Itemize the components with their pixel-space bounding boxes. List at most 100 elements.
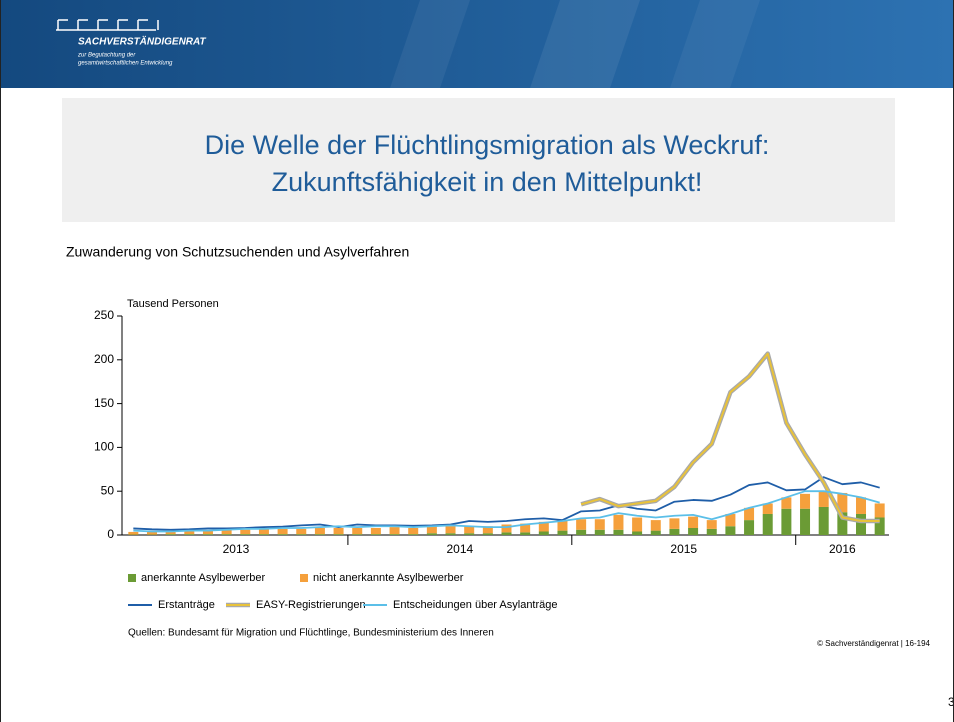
bar	[426, 533, 437, 535]
bar	[426, 526, 437, 534]
bar	[576, 519, 587, 530]
y-axis-label: Tausend Personen	[127, 298, 219, 310]
bar	[781, 508, 792, 535]
bar	[800, 493, 811, 509]
bar	[594, 529, 605, 535]
bar	[706, 520, 717, 529]
line	[133, 490, 880, 533]
copyright: © Sachverständigenrat | 16-194	[817, 639, 930, 648]
bar	[818, 491, 829, 507]
bar	[296, 534, 307, 535]
title-box	[62, 98, 895, 222]
bar	[202, 534, 213, 535]
bar	[501, 532, 512, 535]
bar	[706, 528, 717, 535]
logo-line: gesamtwirtschaftlichen Entwicklung	[78, 61, 173, 67]
y-tick-label: 250	[94, 308, 114, 322]
y-tick-label: 100	[94, 440, 114, 454]
bar	[837, 512, 848, 535]
bar	[818, 506, 829, 535]
page-number: 3	[948, 695, 954, 709]
header-stripe	[390, 0, 470, 88]
bar	[352, 527, 363, 535]
bar	[650, 530, 661, 535]
bar	[650, 520, 661, 531]
bar	[165, 534, 176, 535]
bar	[482, 526, 493, 534]
bar	[408, 527, 419, 535]
bar	[744, 520, 755, 535]
bar	[557, 520, 568, 531]
bar	[874, 503, 885, 518]
bar	[221, 529, 232, 535]
bar	[632, 517, 643, 532]
bar	[333, 534, 344, 535]
bar	[762, 503, 773, 514]
bar	[277, 534, 288, 535]
bar	[464, 526, 475, 534]
bar	[576, 529, 587, 535]
bar	[389, 527, 400, 535]
bar	[800, 508, 811, 535]
year-label: 2016	[829, 542, 856, 556]
line	[580, 352, 880, 522]
bar	[165, 531, 176, 535]
legend-swatch	[128, 574, 136, 582]
bar	[725, 526, 736, 535]
bar	[314, 527, 325, 535]
source: Quellen: Bundesamt für Migration und Flü…	[128, 628, 494, 639]
header-stripe	[530, 0, 640, 88]
bar	[520, 532, 531, 535]
line	[133, 476, 880, 531]
bar	[464, 533, 475, 535]
bar	[613, 529, 624, 535]
bar	[837, 492, 848, 513]
y-tick-label: 150	[94, 396, 114, 410]
bar	[314, 534, 325, 535]
legend-label: Erstanträge	[158, 599, 215, 611]
bar	[594, 519, 605, 530]
bar	[221, 534, 232, 535]
bar	[482, 533, 493, 535]
logo-line: zur Begutachtung der	[77, 53, 136, 59]
bar	[258, 528, 269, 535]
year-label: 2015	[670, 542, 697, 556]
bar	[296, 528, 307, 535]
bar	[445, 526, 456, 534]
y-tick-label: 0	[107, 527, 114, 541]
bar	[688, 527, 699, 535]
bar	[408, 534, 419, 535]
bar	[501, 524, 512, 533]
bar	[669, 528, 680, 535]
bar	[744, 507, 755, 521]
bar	[370, 534, 381, 535]
bar	[538, 521, 549, 532]
bar	[128, 531, 139, 535]
bar	[874, 517, 885, 535]
bar	[240, 529, 251, 535]
year-label: 2013	[223, 542, 250, 556]
bar	[538, 531, 549, 535]
bar	[146, 531, 157, 535]
bar	[258, 534, 269, 535]
bar	[184, 534, 195, 535]
bar	[762, 513, 773, 535]
bar	[240, 534, 251, 535]
header-band	[0, 0, 954, 88]
bar	[669, 518, 680, 529]
bar	[613, 514, 624, 530]
bar	[632, 531, 643, 535]
legend-swatch	[300, 574, 308, 582]
bar	[370, 527, 381, 535]
legend-label: anerkannte Asylbewerber	[141, 572, 265, 584]
bar	[277, 528, 288, 535]
bar	[856, 497, 867, 514]
bar	[520, 523, 531, 533]
slide-title: Die Welle der Flüchtlingsmigration als W…	[205, 130, 770, 160]
chart-title: Zuwanderung von Schutzsuchenden und Asyl…	[66, 244, 409, 260]
legend-label: nicht anerkannte Asylbewerber	[313, 572, 464, 584]
bar	[445, 533, 456, 535]
header-stripe	[670, 0, 760, 88]
bar	[688, 516, 699, 528]
legend-label: Entscheidungen über Asylanträge	[393, 599, 558, 611]
